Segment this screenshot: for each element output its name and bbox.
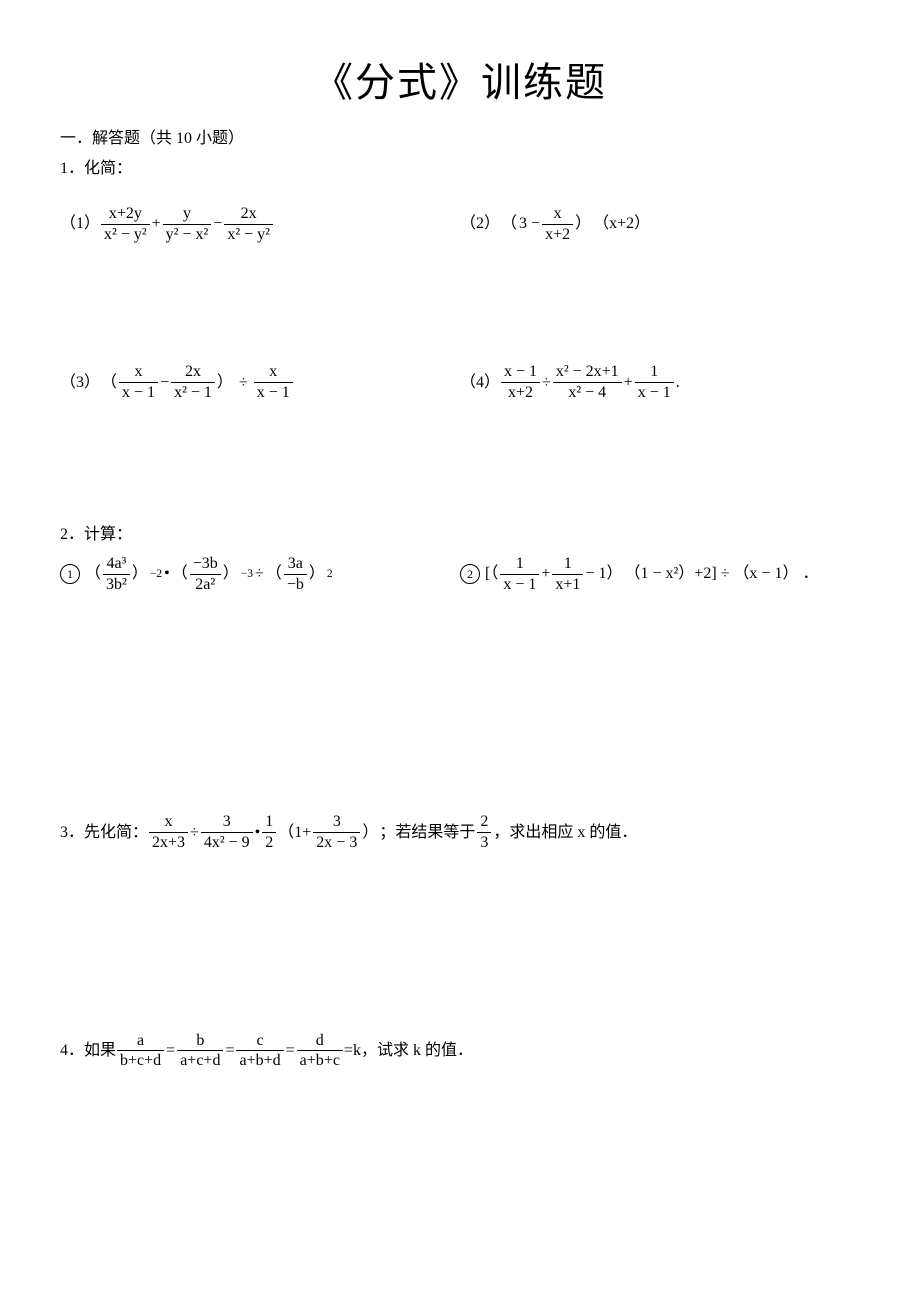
q2-p1-expr: （ 4a³3b² ）−2 • （ −3b2a² ）−3 ÷ （ 3a−b ）2 [84, 555, 334, 593]
q1-part1: （1） x+2yx² − y² + yy² − x² − 2xx² − y² [60, 205, 460, 243]
q2-prompt: 2．计算： [60, 522, 860, 548]
q1-p2-expr: （ 3 − xx+2 ） （x+2） [500, 205, 651, 243]
q4: 4．如果 ab+c+d = ba+c+d = ca+b+d = da+b+c =… [60, 1032, 860, 1070]
section-heading: 一．解答题（共 10 小题） [60, 126, 860, 152]
circled-1-icon: 1 [60, 564, 80, 584]
q1-p3-expr: （ xx − 1 − 2xx² − 1 ） ÷ xx − 1 [100, 363, 294, 401]
q1-p2-rhs: （x+2） [593, 211, 650, 237]
q1-part4: （4） x − 1x+2 ÷ x² − 2x+1x² − 4 + 1x − 1 … [460, 363, 860, 401]
q4-prompt-a: 4．如果 [60, 1038, 116, 1064]
q3-prompt-c: ，求出相应 x 的值． [493, 820, 637, 846]
q3-prompt-a: 3．先化简： [60, 820, 148, 846]
q3-prompt-b: ；若结果等于 [379, 820, 475, 846]
q2-p2-expr: [（ 1x − 1 + 1x+1 − 1） （1 − x²）+2] ÷ （x −… [484, 555, 819, 593]
q1-p4-label: （4） [460, 370, 500, 396]
q1-p1-label: （1） [60, 211, 100, 237]
q1-part3: （3） （ xx − 1 − 2xx² − 1 ） ÷ xx − 1 [60, 363, 460, 401]
q3-expr: x2x+3 ÷ 34x² − 9 • 12 （1+ 32x − 3 ） [148, 813, 379, 851]
q1-p2-label: （2） [460, 211, 500, 237]
page-title: 《分式》训练题 [60, 50, 860, 108]
q3: 3．先化简： x2x+3 ÷ 34x² − 9 • 12 （1+ 32x − 3… [60, 813, 860, 851]
q2-part1: 1 （ 4a³3b² ）−2 • （ −3b2a² ）−3 ÷ （ 3a−b ）… [60, 555, 460, 593]
q1-p1-expr: x+2yx² − y² + yy² − x² − 2xx² − y² [100, 205, 274, 243]
q1-p3-label: （3） [60, 370, 100, 396]
q4-expr: ab+c+d = ba+c+d = ca+b+d = da+b+c [116, 1032, 344, 1070]
q1-prompt: 1．化简： [60, 156, 860, 182]
circled-2-icon: 2 [460, 564, 480, 584]
q4-prompt-b: =k，试求 k 的值． [344, 1038, 473, 1064]
q1-p4-expr: x − 1x+2 ÷ x² − 2x+1x² − 4 + 1x − 1 . [500, 363, 681, 401]
q2-part2: 2 [（ 1x − 1 + 1x+1 − 1） （1 − x²）+2] ÷ （x… [460, 555, 860, 593]
q1-part2: （2） （ 3 − xx+2 ） （x+2） [460, 205, 860, 243]
